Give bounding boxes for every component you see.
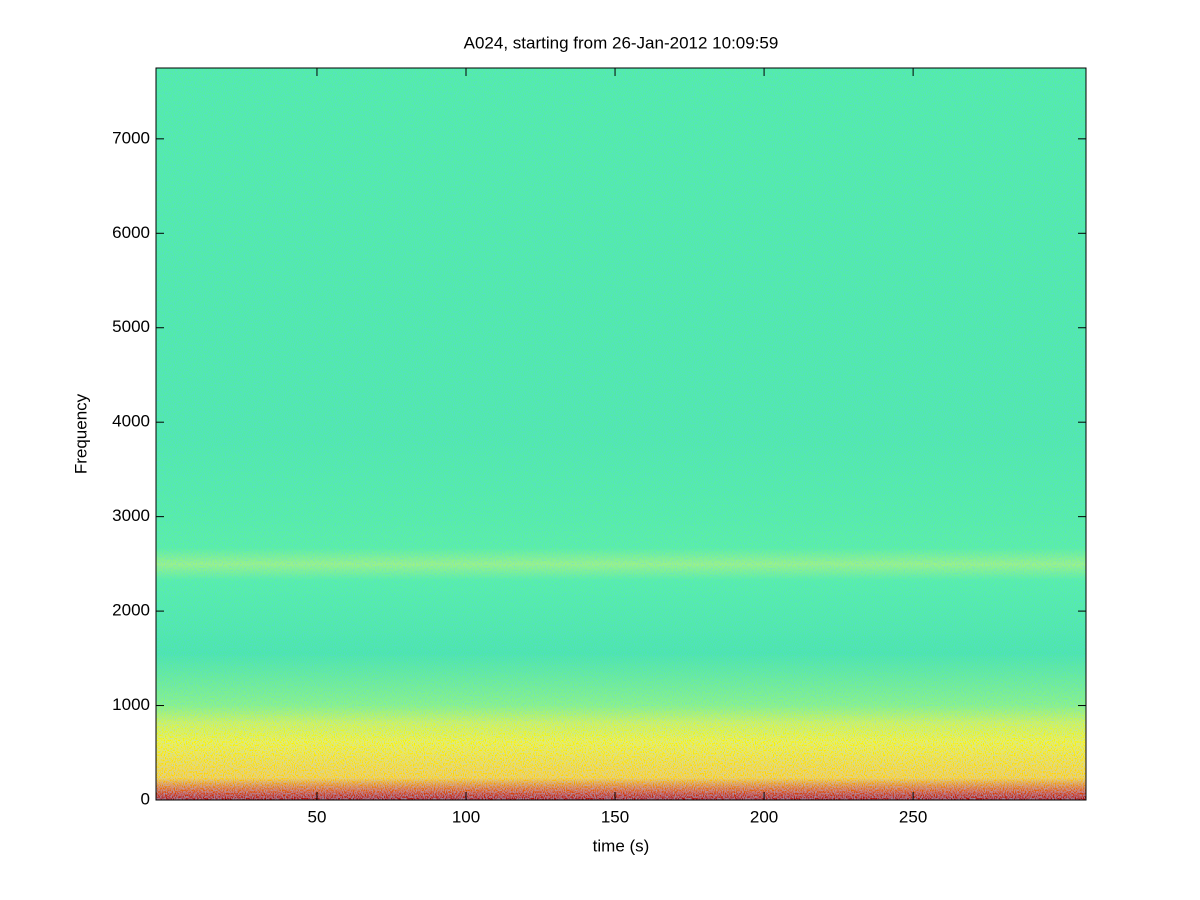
chart-title: A024, starting from 26-Jan-2012 10:09:59 bbox=[464, 33, 779, 52]
x-tick-label: 100 bbox=[452, 807, 480, 826]
y-tick-label: 7000 bbox=[112, 128, 150, 147]
y-axis-label: Frequency bbox=[71, 393, 90, 474]
y-tick-label: 6000 bbox=[112, 223, 150, 242]
y-tick-label: 3000 bbox=[112, 506, 150, 525]
x-tick-label: 200 bbox=[750, 807, 778, 826]
y-tick-label: 1000 bbox=[112, 695, 150, 714]
y-tick-label: 2000 bbox=[112, 601, 150, 620]
axes-frame bbox=[155, 67, 1087, 801]
x-tick-label: 150 bbox=[601, 807, 629, 826]
plot-area bbox=[156, 68, 1086, 800]
y-tick-label: 0 bbox=[141, 789, 150, 808]
x-tick-label: 50 bbox=[308, 807, 327, 826]
y-tick-label: 4000 bbox=[112, 412, 150, 431]
y-tick-label: 5000 bbox=[112, 317, 150, 336]
x-tick-label: 250 bbox=[899, 807, 927, 826]
x-axis-label: time (s) bbox=[593, 836, 650, 855]
spectrogram-image bbox=[156, 68, 1086, 800]
